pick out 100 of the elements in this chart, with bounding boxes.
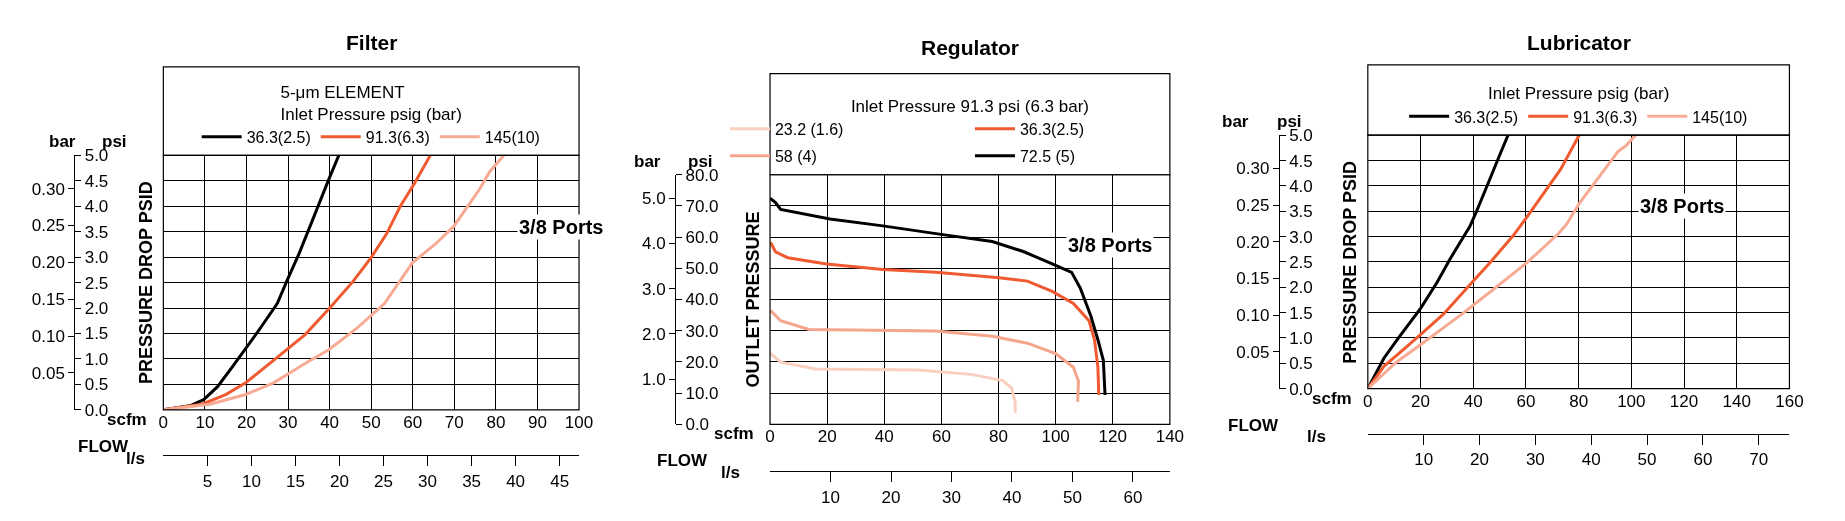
y2-tick-label: 0.10 (31, 327, 65, 347)
line-series (163, 155, 506, 410)
x2-tick-label: 20 (1470, 450, 1489, 470)
text: FLOW (1228, 416, 1279, 435)
y2-tick-label: 0.20 (1236, 232, 1270, 252)
x-tick-label: 0 (765, 427, 775, 447)
y2-tick-label: 0.05 (1236, 342, 1270, 362)
line-series (770, 308, 1080, 404)
y2-axis-title: bar (634, 152, 661, 171)
x2-axis-title: l/s (1307, 427, 1326, 446)
x2-tick-label: 10 (821, 487, 840, 507)
y-axis-title: PRESSURE DROP PSID (135, 181, 156, 385)
legend-label: 91.3(6.3) (1573, 108, 1638, 126)
legend-title: Inlet Pressure 91.3 psi (6.3 bar) (850, 96, 1090, 116)
y2-tick-label: 0.25 (1236, 195, 1270, 215)
y-tick-label: 3.5 (1289, 202, 1313, 222)
x-tick-label: 140 (1722, 391, 1751, 411)
line-series (1367, 135, 1638, 389)
x-tick-label: 40 (1463, 391, 1483, 411)
legend-label: 145(10) (1692, 108, 1748, 126)
y-tick-label: 3.0 (84, 248, 109, 268)
legend-label: 58 (4) (774, 147, 817, 165)
x-tick-label: 40 (320, 412, 340, 432)
y-tick-label: 10.0 (685, 384, 719, 404)
x2-tick-label: 30 (418, 471, 438, 491)
line-series (770, 351, 1017, 415)
x-tick-label: 30 (278, 412, 298, 432)
x-tick-label: 50 (361, 412, 381, 432)
x-tick-label: 100 (1041, 427, 1070, 447)
y-tick-label: 60.0 (685, 228, 719, 248)
x-tick-label: 60 (1516, 391, 1536, 411)
x2-tick-label: 10 (241, 471, 261, 491)
y2-tick-label: 0.15 (31, 290, 65, 310)
y-tick-label: 2.0 (84, 299, 109, 319)
x-tick-label: 160 (1775, 391, 1804, 411)
chart-title: Lubricator (1527, 31, 1631, 54)
x2-tick-label: 20 (881, 487, 901, 507)
legend-label: 145(10) (484, 128, 540, 146)
x2-tick-label: 10 (1414, 450, 1434, 470)
y2-tick-label: 2.0 (641, 324, 666, 344)
x-tick-label: 90 (528, 412, 547, 432)
x2-tick-label: 60 (1693, 450, 1713, 470)
y-tick-label: 1.5 (1289, 303, 1313, 323)
x-tick-label: 70 (444, 412, 464, 432)
y-tick-label: 4.0 (1289, 176, 1313, 196)
y-tick-label: 2.0 (1289, 278, 1313, 298)
y2-tick-label: 0.05 (31, 363, 65, 383)
legend-label: 36.3(2.5) (1454, 108, 1519, 126)
x-tick-label: 140 (1155, 427, 1185, 447)
y-tick-label: 0.5 (84, 375, 109, 395)
y2-tick-label: 0.15 (1236, 269, 1270, 289)
text: FLOW (657, 451, 708, 470)
x2-tick-label: 15 (285, 471, 305, 491)
y-axis-title: OUTLET PRESSURE (742, 211, 763, 388)
y2-tick-label: 0.30 (31, 179, 65, 199)
y-tick-label: 4.5 (84, 171, 109, 191)
y2-tick-label: 3.0 (641, 279, 666, 299)
legend-title: 5-μm ELEMENT Inlet Pressure psig (bar) (280, 82, 462, 124)
y-tick-label: 1.0 (84, 349, 109, 369)
legend-title: Inlet Pressure psig (bar) (1487, 84, 1670, 104)
y-tick-label: 3.0 (1289, 227, 1313, 247)
x2-tick-label: 30 (942, 487, 961, 507)
x2-axis-title: l/s (126, 449, 145, 468)
x-axis-title: scfm (714, 424, 754, 443)
x-tick-label: 40 (874, 427, 894, 447)
x2-tick-label: 40 (1581, 450, 1601, 470)
y-axis-title: PRESSURE DROP PSID (1339, 161, 1360, 364)
y2-axis-title: bar (49, 132, 76, 151)
x-tick-label: 100 (564, 412, 594, 432)
y-tick-label: 30.0 (685, 321, 719, 341)
x2-tick-label: 40 (1002, 487, 1022, 507)
y2-axis-title: bar (1222, 112, 1249, 131)
y-tick-label: 1.0 (1289, 328, 1313, 348)
x-axis-title: scfm (107, 410, 147, 429)
legend-label: 36.3(2.5) (1019, 121, 1085, 139)
y-tick-label: 20.0 (685, 352, 719, 372)
x-tick-label: 20 (237, 412, 256, 432)
y-tick-label: 4.0 (84, 197, 109, 217)
x-tick-label: 20 (1411, 391, 1430, 411)
x2-tick-label: 50 (1063, 487, 1082, 507)
x2-tick-label: 35 (462, 471, 482, 491)
x2-axis-title: l/s (721, 463, 740, 482)
x2-tick-label: 5 (202, 471, 213, 491)
x-tick-label: 120 (1098, 427, 1127, 447)
y2-tick-label: 0.25 (31, 216, 65, 236)
x2-tick-label: 30 (1525, 450, 1545, 470)
x-tick-label: 20 (817, 427, 837, 447)
y-tick-label: 4.5 (1289, 151, 1313, 171)
y2-tick-label: 4.0 (641, 234, 666, 254)
legend-label: 91.3(6.3) (365, 128, 430, 146)
x-tick-label: 80 (486, 412, 506, 432)
y-tick-label: 0.5 (1289, 354, 1313, 374)
x2-tick-label: 25 (374, 471, 393, 491)
y-tick-label: 0.0 (685, 415, 710, 435)
line-series (1367, 135, 1581, 389)
y-tick-label: 70.0 (685, 196, 719, 216)
y2-tick-label: 0.10 (1236, 306, 1270, 326)
x-tick-label: 80 (1569, 391, 1589, 411)
y-tick-label: 0.0 (84, 400, 109, 420)
x2-tick-label: 45 (550, 471, 570, 491)
